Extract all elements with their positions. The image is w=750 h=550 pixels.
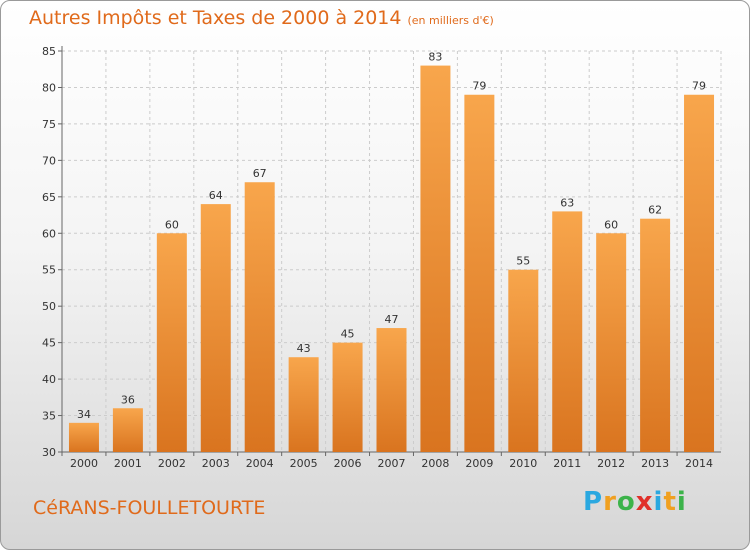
logo-letter: i — [653, 487, 664, 517]
data-label-2002: 60 — [165, 218, 179, 231]
y-tick-label: 85 — [42, 45, 56, 58]
x-tick-label-2011: 2011 — [553, 457, 581, 470]
y-tick-label: 70 — [42, 154, 56, 167]
x-tick-label-2012: 2012 — [597, 457, 625, 470]
logo-letter: t — [663, 487, 677, 517]
data-label-2006: 45 — [341, 328, 355, 341]
x-tick-label-2009: 2009 — [465, 457, 493, 470]
axis-layer: 30 35 40 45 50 55 60 65 70 75 80 85 2000 2001 2002 2003… — [42, 45, 721, 470]
y-tick-label: 35 — [42, 410, 56, 423]
logo-letter: r — [603, 487, 617, 517]
chart-unit-text: (en milliers d'€) — [407, 14, 494, 27]
data-label-2014: 79 — [692, 80, 706, 93]
y-tick-label: 75 — [42, 118, 56, 131]
data-label-2010: 55 — [516, 255, 530, 268]
y-tick-label: 40 — [42, 373, 56, 386]
data-label-2001: 36 — [121, 393, 135, 406]
bar-2002 — [156, 233, 187, 452]
y-tick-label: 55 — [42, 264, 56, 277]
chart-title: Autres Impôts et Taxes de 2000 à 2014 (en… — [29, 7, 494, 29]
chart-title-text: Autres Impôts et Taxes de 2000 à 2014 — [29, 7, 402, 29]
bar-layer — [68, 65, 715, 452]
x-tick-label-2006: 2006 — [334, 457, 362, 470]
y-tick-label: 60 — [42, 227, 56, 240]
data-label-2003: 64 — [209, 189, 223, 202]
bar-2001 — [112, 408, 143, 452]
proxiti-logo[interactable]: Proxiti — [583, 487, 687, 517]
x-tick-label-2000: 2000 — [70, 457, 98, 470]
data-label-2004: 67 — [253, 167, 267, 180]
bar-2008 — [420, 65, 451, 452]
x-tick-label-2007: 2007 — [378, 457, 406, 470]
logo-letter: o — [616, 487, 636, 517]
data-label-2012: 60 — [604, 218, 618, 231]
logo-letter: i — [676, 487, 687, 517]
bar-2010 — [508, 269, 539, 452]
y-tick-label: 65 — [42, 191, 56, 204]
data-label-2000: 34 — [77, 408, 91, 421]
x-tick-label-2014: 2014 — [685, 457, 713, 470]
x-tick-label-2003: 2003 — [202, 457, 230, 470]
data-label-2013: 62 — [648, 204, 662, 217]
bar-2006 — [332, 342, 363, 452]
data-label-2011: 63 — [560, 196, 574, 209]
y-tick-label: 45 — [42, 337, 56, 350]
bar-2004 — [244, 182, 275, 452]
x-tick-label-2001: 2001 — [114, 457, 142, 470]
y-tick-label: 30 — [42, 446, 56, 459]
x-tick-label-2002: 2002 — [158, 457, 186, 470]
x-tick-label-2004: 2004 — [246, 457, 274, 470]
bar-2000 — [68, 422, 99, 452]
data-label-2009: 79 — [472, 80, 486, 93]
data-label-2005: 43 — [297, 342, 311, 355]
y-tick-label: 50 — [42, 300, 56, 313]
logo-letter: P — [583, 487, 604, 517]
bar-2003 — [200, 204, 231, 452]
bar-2011 — [552, 211, 583, 452]
data-label-2007: 47 — [385, 313, 399, 326]
bar-2009 — [464, 94, 495, 452]
logo-letter: x — [635, 487, 654, 517]
x-tick-label-2013: 2013 — [641, 457, 669, 470]
data-label-2008: 83 — [428, 51, 442, 64]
bar-2014 — [684, 94, 715, 452]
commune-name: CéRANS-FOULLETOURTE — [33, 497, 266, 519]
x-tick-label-2005: 2005 — [290, 457, 318, 470]
x-tick-label-2010: 2010 — [509, 457, 537, 470]
x-tick-label-2008: 2008 — [421, 457, 449, 470]
bar-2013 — [640, 218, 671, 452]
bar-2007 — [376, 328, 407, 452]
label-layer: 34 36 60 64 67 43 45 47 83 79 55 63 60 62 79 — [77, 51, 706, 421]
bar-2005 — [288, 357, 319, 452]
bar-2012 — [596, 233, 627, 452]
y-tick-label: 80 — [42, 81, 56, 94]
